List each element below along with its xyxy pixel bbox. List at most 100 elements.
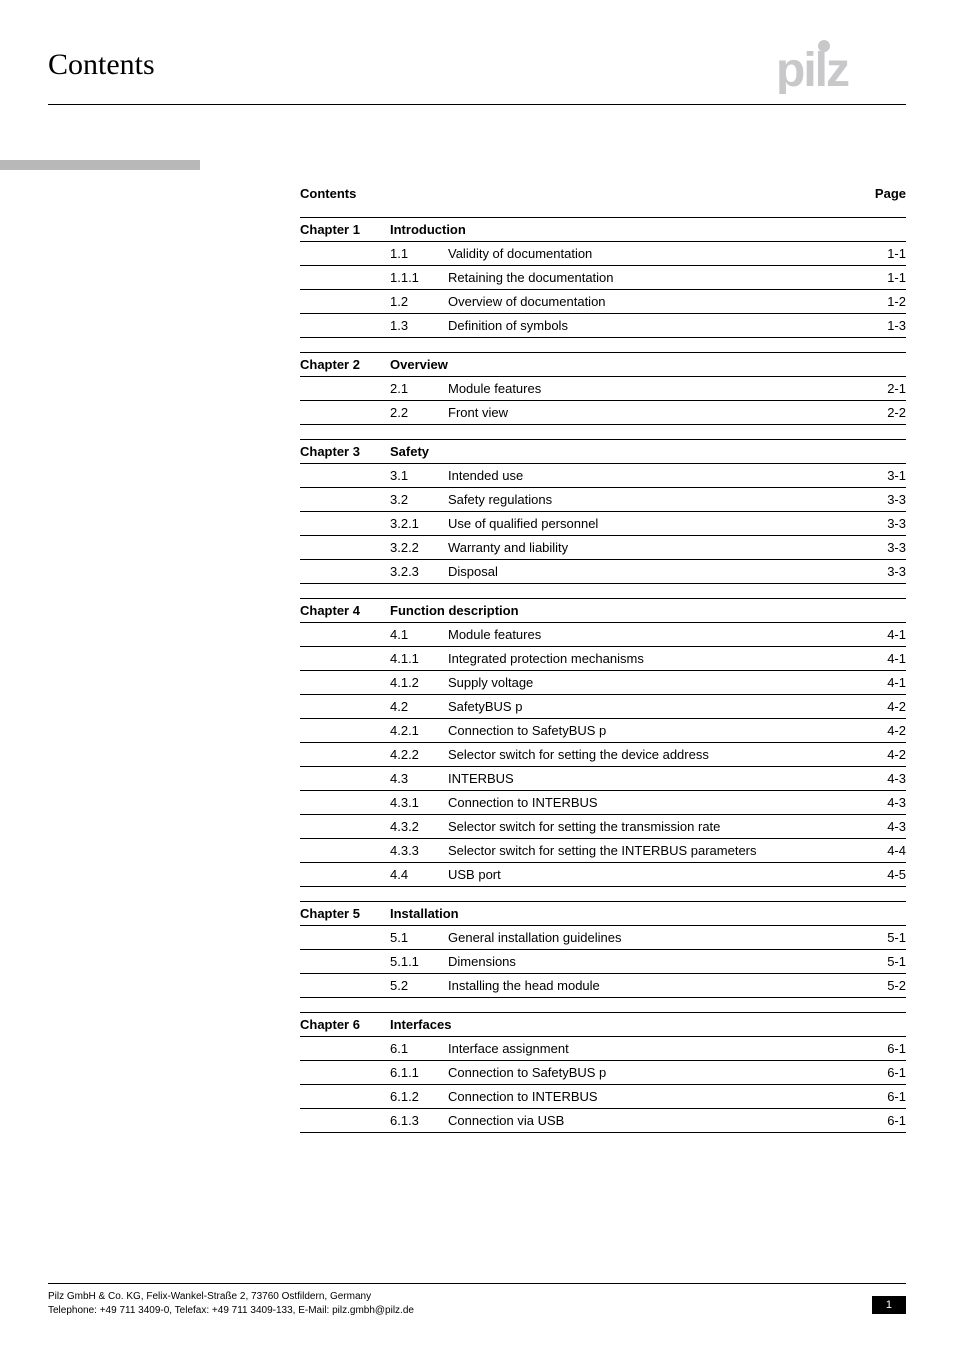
chapter-title: Function description	[390, 603, 906, 618]
section-page: 3-3	[866, 540, 906, 555]
section-page: 3-3	[866, 564, 906, 579]
section-page: 4-3	[866, 819, 906, 834]
chapter-title-row: Chapter 4Function description	[300, 598, 906, 623]
chapter-block: Chapter 6Interfaces6.1Interface assignme…	[300, 1012, 906, 1133]
footer-rule	[48, 1283, 906, 1284]
section-title: Retaining the documentation	[448, 270, 866, 285]
section-number: 4.2	[390, 699, 448, 714]
chapter-title-row: Chapter 1Introduction	[300, 217, 906, 242]
toc-row[interactable]: 4.2.2Selector switch for setting the dev…	[300, 743, 906, 767]
section-number: 6.1.1	[390, 1065, 448, 1080]
section-title: Interface assignment	[448, 1041, 866, 1056]
toc-row[interactable]: 4.3.2Selector switch for setting the tra…	[300, 815, 906, 839]
chapter-title: Installation	[390, 906, 906, 921]
toc-row[interactable]: 4.2SafetyBUS p4-2	[300, 695, 906, 719]
toc-row[interactable]: 5.1.1Dimensions5-1	[300, 950, 906, 974]
contents-heading: Contents	[300, 186, 356, 201]
toc-row[interactable]: 1.2Overview of documentation1-2	[300, 290, 906, 314]
section-page: 6-1	[866, 1041, 906, 1056]
chapter-label: Chapter 3	[300, 444, 390, 459]
section-title: Validity of documentation	[448, 246, 866, 261]
section-number: 3.2.1	[390, 516, 448, 531]
toc-row[interactable]: 1.1.1Retaining the documentation1-1	[300, 266, 906, 290]
toc-row[interactable]: 3.2Safety regulations3-3	[300, 488, 906, 512]
section-title: Selector switch for setting the device a…	[448, 747, 866, 762]
toc-row[interactable]: 2.1Module features2-1	[300, 377, 906, 401]
chapter-label: Chapter 2	[300, 357, 390, 372]
toc-row[interactable]: 4.2.1Connection to SafetyBUS p4-2	[300, 719, 906, 743]
toc-row[interactable]: 5.1General installation guidelines5-1	[300, 926, 906, 950]
section-title: Warranty and liability	[448, 540, 866, 555]
chapter-title: Interfaces	[390, 1017, 906, 1032]
section-title: Definition of symbols	[448, 318, 866, 333]
toc-row[interactable]: 1.3Definition of symbols1-3	[300, 314, 906, 338]
chapter-label: Chapter 4	[300, 603, 390, 618]
section-title: Overview of documentation	[448, 294, 866, 309]
toc-row[interactable]: 4.1.2Supply voltage4-1	[300, 671, 906, 695]
chapter-title-row: Chapter 3Safety	[300, 439, 906, 464]
toc-row[interactable]: 4.4USB port4-5	[300, 863, 906, 887]
chapter-label: Chapter 5	[300, 906, 390, 921]
toc-row[interactable]: 4.3.3Selector switch for setting the INT…	[300, 839, 906, 863]
section-page: 4-4	[866, 843, 906, 858]
section-page: 2-2	[866, 405, 906, 420]
footer-line1: Pilz GmbH & Co. KG, Felix-Wankel-Straße …	[48, 1290, 906, 1304]
toc-row[interactable]: 3.2.2Warranty and liability3-3	[300, 536, 906, 560]
section-number: 3.2	[390, 492, 448, 507]
section-number: 2.2	[390, 405, 448, 420]
chapter-title: Overview	[390, 357, 906, 372]
section-page: 1-3	[866, 318, 906, 333]
section-title: Selector switch for setting the INTERBUS…	[448, 843, 866, 858]
section-number: 4.3	[390, 771, 448, 786]
section-number: 5.1.1	[390, 954, 448, 969]
section-page: 4-1	[866, 651, 906, 666]
section-number: 6.1	[390, 1041, 448, 1056]
section-number: 4.4	[390, 867, 448, 882]
chapter-block: Chapter 4Function description4.1Module f…	[300, 598, 906, 887]
toc-row[interactable]: 3.2.3Disposal3-3	[300, 560, 906, 584]
toc-row[interactable]: 4.1Module features4-1	[300, 623, 906, 647]
section-title: Disposal	[448, 564, 866, 579]
section-page: 4-1	[866, 675, 906, 690]
accent-bar	[0, 160, 200, 170]
toc-row[interactable]: 4.1.1Integrated protection mechanisms4-1	[300, 647, 906, 671]
section-title: Connection to INTERBUS	[448, 795, 866, 810]
toc-row[interactable]: 4.3.1Connection to INTERBUS4-3	[300, 791, 906, 815]
section-page: 6-1	[866, 1113, 906, 1128]
page-number-badge: 1	[872, 1296, 906, 1314]
toc-row[interactable]: 1.1Validity of documentation1-1	[300, 242, 906, 266]
section-number: 3.2.3	[390, 564, 448, 579]
section-title: Intended use	[448, 468, 866, 483]
section-title: Connection to INTERBUS	[448, 1089, 866, 1104]
section-number: 2.1	[390, 381, 448, 396]
section-title: USB port	[448, 867, 866, 882]
section-page: 3-3	[866, 516, 906, 531]
section-page: 5-2	[866, 978, 906, 993]
section-title: Connection via USB	[448, 1113, 866, 1128]
section-page: 4-2	[866, 699, 906, 714]
section-title: Connection to SafetyBUS p	[448, 723, 866, 738]
toc-row[interactable]: 6.1.2Connection to INTERBUS6-1	[300, 1085, 906, 1109]
toc-row[interactable]: 2.2Front view2-2	[300, 401, 906, 425]
section-title: General installation guidelines	[448, 930, 866, 945]
section-page: 5-1	[866, 930, 906, 945]
toc-row[interactable]: 3.2.1Use of qualified personnel3-3	[300, 512, 906, 536]
toc-row[interactable]: 6.1.3Connection via USB6-1	[300, 1109, 906, 1133]
chapter-title-row: Chapter 6Interfaces	[300, 1012, 906, 1037]
page-heading: Page	[875, 186, 906, 201]
toc-row[interactable]: 3.1Intended use3-1	[300, 464, 906, 488]
chapter-title-row: Chapter 5Installation	[300, 901, 906, 926]
toc-row[interactable]: 5.2Installing the head module5-2	[300, 974, 906, 998]
svg-text:pilz: pilz	[776, 44, 849, 94]
toc-row[interactable]: 6.1Interface assignment6-1	[300, 1037, 906, 1061]
toc-row[interactable]: 4.3INTERBUS4-3	[300, 767, 906, 791]
pilz-logo: pilz	[776, 38, 906, 94]
section-title: SafetyBUS p	[448, 699, 866, 714]
section-number: 3.2.2	[390, 540, 448, 555]
section-number: 5.1	[390, 930, 448, 945]
section-number: 5.2	[390, 978, 448, 993]
chapter-block: Chapter 3Safety3.1Intended use3-13.2Safe…	[300, 439, 906, 584]
toc-row[interactable]: 6.1.1Connection to SafetyBUS p6-1	[300, 1061, 906, 1085]
section-title: Connection to SafetyBUS p	[448, 1065, 866, 1080]
section-number: 1.2	[390, 294, 448, 309]
